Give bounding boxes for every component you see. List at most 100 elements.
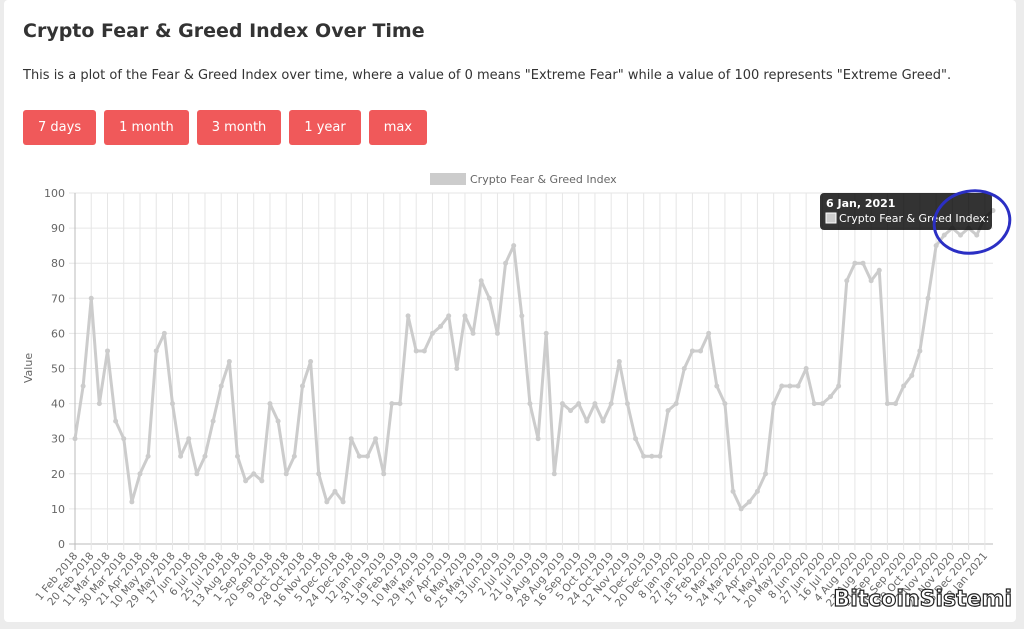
data-point (543, 330, 549, 336)
data-point (706, 330, 712, 336)
data-point (324, 499, 330, 505)
data-point (844, 278, 850, 284)
data-point (624, 401, 630, 407)
data-point (559, 401, 565, 407)
data-point (836, 383, 842, 389)
legend-swatch (430, 173, 466, 185)
tooltip-swatch (825, 212, 837, 224)
y-tick-label: 90 (51, 222, 65, 235)
data-point (568, 408, 574, 414)
data-point (299, 383, 305, 389)
data-point (730, 488, 736, 494)
data-point (210, 418, 216, 424)
data-point (356, 453, 362, 459)
data-point (754, 488, 760, 494)
y-tick-label: 20 (51, 468, 65, 481)
data-point (96, 401, 102, 407)
data-point (405, 313, 411, 319)
description: This is a plot of the Fear & Greed Index… (23, 68, 952, 83)
data-point (113, 418, 119, 424)
data-point (633, 436, 639, 442)
data-point (72, 436, 78, 442)
data-point (243, 478, 249, 484)
data-point (681, 366, 687, 371)
data-point (503, 260, 509, 266)
data-point (178, 453, 184, 459)
data-point (941, 232, 947, 238)
data-point (722, 401, 728, 407)
data-point (933, 243, 939, 249)
range-button[interactable]: 1 year (289, 110, 361, 145)
data-point (974, 232, 980, 238)
data-point (234, 453, 240, 459)
range-buttons: 7 days 1 month 3 month 1 year max (23, 110, 428, 145)
data-point (657, 453, 663, 459)
data-point (389, 401, 395, 407)
data-point (397, 401, 403, 407)
data-point (438, 323, 444, 329)
data-point (348, 436, 354, 442)
data-point (535, 436, 541, 442)
series-line (73, 209, 994, 511)
data-point (340, 499, 346, 505)
data-point (884, 401, 890, 407)
data-point (478, 278, 484, 284)
data-point (267, 401, 273, 407)
data-point (429, 330, 435, 336)
range-button[interactable]: max (368, 110, 428, 145)
y-tick-label: 100 (44, 187, 65, 200)
data-point (283, 471, 289, 477)
data-point (738, 506, 744, 512)
data-point (819, 401, 825, 407)
data-point (275, 418, 281, 424)
data-point (421, 348, 427, 354)
data-point (803, 366, 809, 371)
data-point (194, 471, 200, 477)
data-point (592, 401, 598, 407)
title: Crypto Fear & Greed Index Over Time (23, 20, 425, 42)
data-point (511, 243, 517, 249)
data-point (787, 383, 793, 389)
data-point (381, 471, 387, 477)
data-point (462, 313, 468, 319)
data-point (673, 401, 679, 407)
data-point (901, 383, 907, 389)
data-point (860, 260, 866, 266)
data-point (129, 499, 135, 505)
range-button[interactable]: 1 month (104, 110, 189, 145)
data-point (746, 499, 752, 505)
y-tick-label: 10 (51, 503, 65, 516)
data-point (169, 401, 175, 407)
data-point (828, 394, 834, 400)
data-point (161, 330, 167, 336)
data-point (649, 453, 655, 459)
y-tick-label: 50 (51, 363, 65, 376)
data-point (958, 232, 964, 238)
range-button[interactable]: 3 month (196, 110, 282, 145)
data-point (226, 358, 232, 364)
legend-label: Crypto Fear & Greed Index (470, 173, 617, 186)
data-point (218, 383, 224, 389)
data-point (186, 436, 192, 442)
range-button[interactable]: 7 days (23, 110, 97, 145)
data-point (811, 401, 817, 407)
annotation-circle (932, 189, 1012, 255)
data-point (714, 383, 720, 389)
data-point (104, 348, 110, 354)
data-point (364, 453, 370, 459)
data-point (153, 348, 159, 354)
data-point (308, 358, 314, 364)
data-point (454, 366, 460, 371)
data-point (689, 348, 695, 354)
y-axis-label: Value (22, 353, 35, 383)
y-tick-label: 80 (51, 257, 65, 270)
data-point (795, 383, 801, 389)
data-point (413, 348, 419, 354)
data-point (909, 373, 915, 379)
data-point (698, 348, 704, 354)
data-point (486, 295, 492, 301)
data-point (291, 453, 297, 459)
y-tick-label: 60 (51, 327, 65, 340)
y-tick-label: 0 (58, 538, 65, 551)
